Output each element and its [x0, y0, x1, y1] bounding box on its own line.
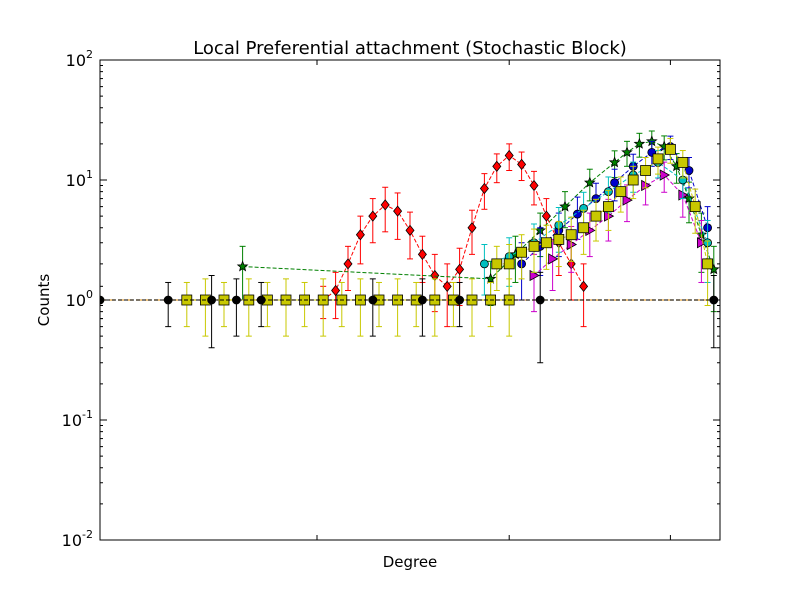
data-point — [442, 280, 452, 292]
data-point — [343, 258, 353, 270]
data-point — [355, 229, 365, 241]
data-point — [665, 143, 676, 155]
data-point — [621, 146, 633, 158]
data-point — [677, 157, 689, 168]
y-tick-label: 10-1 — [62, 408, 93, 430]
data-point — [578, 222, 589, 234]
data-point — [417, 295, 427, 305]
data-point — [615, 186, 627, 198]
y-ticks: 102 101 100 10-1 10-2 — [62, 48, 720, 550]
data-point — [529, 179, 539, 192]
data-point — [207, 295, 217, 305]
data-point — [652, 153, 664, 165]
data-point — [517, 158, 527, 171]
data-point — [479, 259, 489, 269]
data-point — [579, 280, 589, 292]
data-point — [492, 160, 502, 172]
data-point — [528, 240, 540, 252]
data-point — [163, 295, 173, 305]
data-point — [603, 201, 614, 213]
data-point — [380, 199, 390, 211]
data-point — [405, 224, 415, 237]
data-point — [659, 169, 671, 181]
data-point — [702, 258, 713, 270]
data-point — [236, 260, 249, 272]
data-point — [622, 194, 633, 206]
data-point — [548, 253, 559, 265]
data-point — [491, 258, 503, 270]
plot-area — [100, 130, 720, 364]
data-point — [633, 137, 646, 149]
x-ticks — [316, 60, 671, 540]
data-point — [231, 295, 241, 305]
data-point — [417, 248, 427, 261]
series-line — [533, 174, 702, 276]
series-line — [322, 154, 585, 301]
data-point — [331, 284, 341, 297]
data-point — [541, 210, 551, 222]
data-point — [590, 210, 602, 222]
data-point — [504, 149, 514, 162]
data-point — [583, 176, 596, 188]
data-point — [535, 295, 545, 305]
data-point — [368, 295, 378, 305]
data-point — [627, 174, 639, 186]
data-point — [455, 295, 465, 305]
data-point — [608, 156, 621, 168]
data-point — [610, 178, 619, 188]
chart-title: Local Preferential attachment (Stochasti… — [193, 38, 627, 59]
y-tick-label: 102 — [66, 48, 93, 70]
series-1 — [236, 130, 720, 313]
data-point — [565, 229, 577, 241]
data-point — [467, 222, 477, 234]
data-point — [689, 201, 701, 213]
y-tick-label: 100 — [66, 288, 93, 310]
series-7 — [100, 271, 719, 364]
data-point — [541, 237, 552, 249]
y-tick-label: 10-2 — [62, 528, 93, 550]
data-point — [256, 295, 266, 305]
data-point — [455, 263, 465, 276]
data-point — [640, 165, 651, 176]
data-point — [484, 272, 497, 284]
data-point — [516, 246, 527, 258]
x-axis-label: Degree — [383, 553, 438, 571]
data-point — [529, 269, 540, 282]
y-tick-label: 101 — [66, 168, 93, 190]
data-point — [697, 237, 708, 249]
data-point — [479, 182, 489, 195]
data-point — [553, 233, 565, 245]
data-point — [573, 209, 582, 219]
data-point — [503, 258, 515, 270]
data-point — [368, 210, 378, 222]
data-point — [393, 205, 403, 217]
y-axis-label: Counts — [35, 274, 53, 327]
series-5 — [491, 137, 713, 306]
series-line — [242, 140, 715, 280]
data-point — [559, 200, 571, 212]
